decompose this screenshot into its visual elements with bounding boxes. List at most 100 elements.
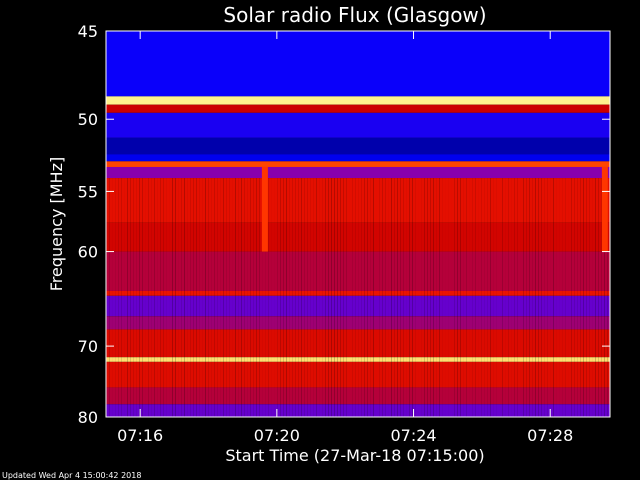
texture-stripe (301, 178, 302, 417)
texture-stripe (589, 178, 590, 417)
texture-stripe (364, 178, 365, 417)
texture-stripe (442, 178, 443, 417)
texture-stripe (259, 178, 260, 417)
texture-stripe (202, 178, 203, 417)
texture-stripe (391, 178, 392, 417)
texture-stripe (427, 178, 428, 417)
texture-stripe (226, 178, 227, 417)
texture-stripe (175, 178, 176, 417)
texture-stripe (361, 178, 362, 417)
texture-stripe (178, 178, 179, 417)
texture-stripe (328, 178, 329, 417)
texture-stripe (337, 178, 338, 417)
texture-stripe (229, 178, 230, 417)
texture-stripe (349, 178, 350, 417)
texture-stripe (271, 178, 272, 417)
texture-stripe (418, 178, 419, 417)
texture-stripe (424, 178, 425, 417)
texture-stripe (253, 178, 254, 417)
texture-stripe (319, 178, 320, 417)
texture-stripe (208, 178, 209, 417)
burst-mark (601, 166, 608, 252)
texture-stripe (166, 178, 167, 417)
texture-stripe (187, 178, 188, 417)
texture-stripe (601, 178, 602, 417)
texture-stripe (151, 178, 152, 417)
texture-stripe (484, 178, 485, 417)
texture-stripe (529, 178, 530, 417)
texture-stripe (343, 178, 344, 417)
intensity-band (106, 357, 610, 362)
texture-stripe (313, 178, 314, 417)
texture-stripe (358, 178, 359, 417)
texture-stripe (232, 178, 233, 417)
texture-stripe (409, 178, 410, 417)
texture-stripe (214, 178, 215, 417)
texture-stripe (340, 178, 341, 417)
texture-stripe (517, 178, 518, 417)
texture-stripe (370, 178, 371, 417)
texture-stripe (415, 178, 416, 417)
texture-stripe (538, 178, 539, 417)
texture-stripe (508, 178, 509, 417)
texture-stripe (430, 178, 431, 417)
texture-stripe (592, 178, 593, 417)
intensity-band (106, 104, 610, 113)
y-tick-label: 60 (78, 243, 98, 262)
texture-stripe (595, 178, 596, 417)
texture-stripe (466, 178, 467, 417)
x-tick-label: 07:16 (117, 426, 163, 445)
texture-stripe (550, 178, 551, 417)
texture-stripe (130, 178, 131, 417)
texture-stripe (502, 178, 503, 417)
texture-stripe (412, 178, 413, 417)
texture-stripe (385, 178, 386, 417)
texture-stripe (463, 178, 464, 417)
texture-stripe (505, 178, 506, 417)
texture-stripe (154, 178, 155, 417)
texture-stripe (148, 178, 149, 417)
texture-stripe (244, 178, 245, 417)
texture-stripe (541, 178, 542, 417)
y-tick-label: 55 (78, 182, 98, 201)
texture-stripe (283, 178, 284, 417)
texture-stripe (571, 178, 572, 417)
texture-stripe (376, 178, 377, 417)
texture-stripe (307, 178, 308, 417)
texture-stripe (235, 178, 236, 417)
texture-stripe (457, 178, 458, 417)
texture-stripe (172, 178, 173, 417)
x-axis-label: Start Time (27-Mar-18 07:15:00) (225, 446, 484, 465)
texture-stripe (238, 178, 239, 417)
texture-stripe (217, 178, 218, 417)
y-tick-label: 50 (78, 110, 98, 129)
y-tick-label: 80 (78, 408, 98, 427)
texture-stripe (220, 178, 221, 417)
texture-stripe (403, 178, 404, 417)
texture-stripe (379, 178, 380, 417)
texture-stripe (247, 178, 248, 417)
texture-stripe (436, 178, 437, 417)
texture-stripe (295, 178, 296, 417)
texture-stripe (352, 178, 353, 417)
texture-stripe (454, 178, 455, 417)
texture-stripe (184, 178, 185, 417)
texture-stripe (451, 178, 452, 417)
texture-stripe (331, 178, 332, 417)
texture-stripe (586, 178, 587, 417)
texture-stripe (526, 178, 527, 417)
texture-stripe (181, 178, 182, 417)
texture-stripe (523, 178, 524, 417)
texture-stripe (241, 178, 242, 417)
x-tick-label: 07:24 (390, 426, 436, 445)
texture-stripe (493, 178, 494, 417)
intensity-band (106, 361, 610, 388)
texture-stripe (580, 178, 581, 417)
texture-stripe (367, 178, 368, 417)
texture-stripe (109, 178, 110, 417)
texture-stripe (163, 178, 164, 417)
intensity-band (106, 178, 610, 223)
texture-stripe (322, 178, 323, 417)
texture-stripe (136, 178, 137, 417)
texture-stripe (124, 178, 125, 417)
